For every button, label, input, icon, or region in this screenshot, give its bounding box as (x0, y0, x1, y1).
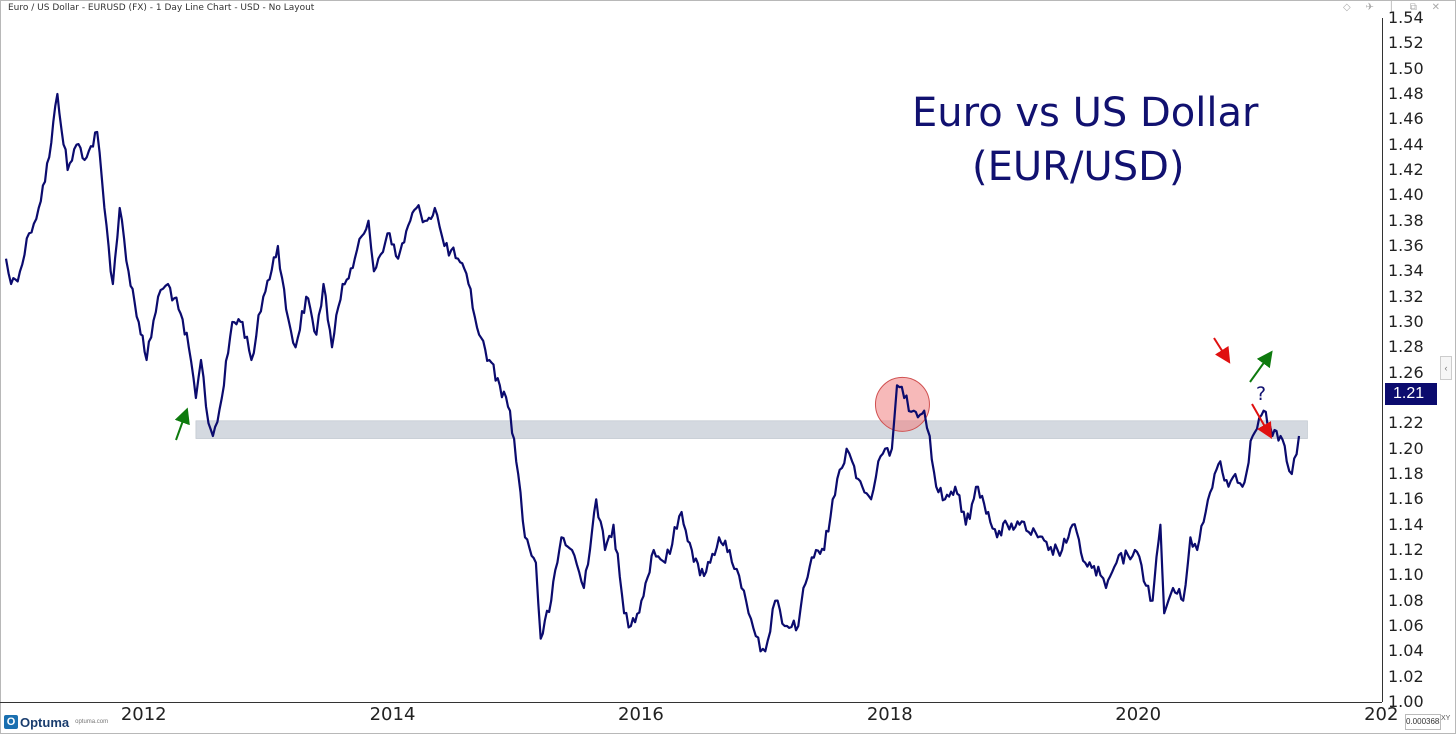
y-tick-label: 1.36 (1388, 236, 1424, 255)
x-tick-label: 2020 (1115, 704, 1162, 725)
xy-toggle[interactable]: XY (1441, 715, 1451, 722)
breakdown-down-arrow (1251, 403, 1272, 439)
y-tick-label: 1.30 (1388, 312, 1424, 331)
top-down-arrow (1213, 337, 1231, 364)
y-tick-label: 1.14 (1388, 514, 1424, 534)
x-tick-label: 202 (1364, 704, 1399, 725)
annotation-arrows (174, 337, 1273, 441)
chart-header: Euro / US Dollar - EURUSD (FX) - 1 Day L… (8, 3, 315, 13)
y-tick-label: 1.16 (1388, 489, 1424, 509)
x-tick-label: 2016 (618, 704, 664, 725)
optuma-logo-icon: O (4, 715, 18, 729)
support-resistance-band (195, 420, 1308, 439)
x-axis-line (0, 702, 1382, 703)
y-tick-label: 1.02 (1388, 666, 1424, 686)
y-tick-label: 1.50 (1388, 58, 1424, 78)
y-tick-label: 1.52 (1388, 33, 1424, 53)
y-tick-label: 1.26 (1388, 362, 1424, 382)
optuma-logo[interactable]: O Optuma optuma.com (4, 714, 108, 730)
breakout-up-arrow (1249, 350, 1273, 383)
chart-title-line2: (EUR/USD) (972, 144, 1185, 190)
price-line-series (4, 92, 1301, 653)
y-tick-label: 1.10 (1388, 565, 1424, 585)
current-price-tag: 1.21 (1385, 383, 1437, 405)
x-tick-label: 2014 (369, 704, 416, 725)
highlight-circle (874, 376, 930, 432)
y-tick-label: 1.38 (1388, 210, 1424, 230)
y-tick-label: 1.06 (1388, 616, 1424, 635)
x-tick-label: 2012 (120, 704, 167, 725)
y-tick-label: 1.44 (1388, 134, 1424, 154)
y-tick-label: 1.46 (1388, 109, 1424, 129)
y-tick-label: 1.08 (1388, 590, 1424, 610)
y-tick-label: 1.22 (1388, 413, 1424, 433)
chart-title-line1: Euro vs US Dollar (912, 90, 1259, 136)
optuma-logo-text: Optuma (20, 714, 70, 730)
y-tick-label: 1.20 (1388, 438, 1424, 458)
y-tick-label: 1.34 (1388, 261, 1424, 281)
y-tick-label: 1.42 (1388, 160, 1424, 179)
question-mark-annotation: ? (1256, 383, 1267, 405)
y-tick-label: 1.48 (1388, 84, 1424, 103)
y-tick-label: 1.40 (1388, 185, 1424, 205)
collapse-panel-tab[interactable]: ‹ (1440, 356, 1452, 380)
window-controls[interactable]: ◇ ✈ │ ⧉ ✕ (1343, 2, 1446, 13)
optuma-site-link[interactable]: optuma.com (75, 719, 109, 725)
y-tick-label: 1.54 (1388, 8, 1424, 27)
x-tick-label: 2018 (866, 704, 913, 725)
support-up-arrow (174, 407, 190, 441)
y-tick-label: 1.00 (1388, 692, 1424, 711)
y-axis-line (1382, 18, 1383, 702)
y-tick-label: 1.12 (1388, 540, 1424, 559)
y-tick-label: 1.28 (1388, 337, 1424, 357)
scale-readout[interactable]: 0.0003683 (1405, 714, 1441, 730)
y-tick-label: 1.18 (1388, 464, 1424, 483)
y-tick-label: 1.04 (1388, 641, 1424, 661)
y-tick-label: 1.32 (1388, 286, 1424, 306)
